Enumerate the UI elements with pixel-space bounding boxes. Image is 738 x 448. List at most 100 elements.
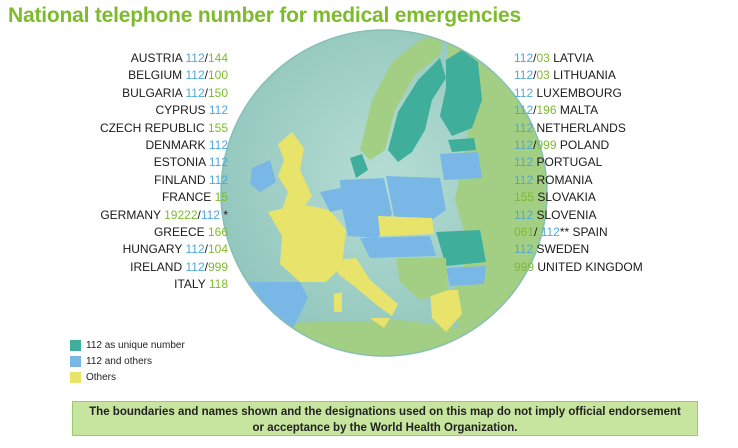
- land-bulgaria: [446, 266, 486, 286]
- number-part: /: [533, 103, 537, 118]
- country-name: AUSTRIA: [130, 51, 183, 65]
- number-part: 999: [514, 259, 535, 274]
- land-balkans: [396, 258, 448, 300]
- number-part: 112: [514, 51, 534, 65]
- emergency-number: 112: [514, 208, 533, 222]
- number-part: *: [219, 207, 228, 222]
- number-part: 144: [207, 51, 228, 65]
- number-part: 999: [536, 138, 557, 152]
- land-sicily: [370, 318, 390, 328]
- number-part: 112: [208, 103, 228, 118]
- country-name: ESTONIA: [153, 155, 206, 170]
- number-part: /: [204, 242, 208, 257]
- country-row: HUNGARY 112/104: [123, 242, 228, 257]
- country-row: 112/196 MALTA: [514, 103, 598, 118]
- number-part: 166: [207, 225, 228, 239]
- country-name: BELGIUM: [128, 68, 183, 83]
- number-part: 112: [514, 155, 534, 170]
- country-row: GREECE 166: [154, 225, 228, 240]
- land-sardinia: [334, 292, 342, 312]
- country-name: BULGARIA: [122, 85, 183, 100]
- number-part: 150: [207, 85, 228, 100]
- land-greece: [430, 290, 462, 332]
- number-part: 112: [514, 85, 534, 100]
- land-benelux: [320, 188, 346, 212]
- land-uk: [278, 132, 312, 212]
- country-name: SPAIN: [572, 225, 608, 239]
- emergency-number: 112: [514, 242, 533, 256]
- land-denmark: [350, 154, 368, 178]
- country-row: ESTONIA 112: [154, 155, 228, 170]
- land-italy: [334, 258, 398, 316]
- number-part: 112: [514, 120, 534, 135]
- emergency-number: 112: [209, 103, 228, 117]
- land-poland: [386, 176, 446, 224]
- legend-item-others: Others: [70, 369, 185, 385]
- country-name: SWEDEN: [536, 242, 590, 257]
- number-part: 112: [514, 138, 534, 152]
- emergency-number: 155: [514, 190, 534, 204]
- number-part: 061: [514, 225, 535, 239]
- country-row: 112 NETHERLANDS: [514, 121, 626, 136]
- legend-swatch: [70, 371, 81, 383]
- country-name: GERMANY: [100, 207, 161, 222]
- country-row: 112/999 POLAND: [514, 138, 609, 153]
- emergency-number: 999: [514, 260, 534, 274]
- emergency-number: 112: [514, 86, 533, 100]
- emergency-number: 118: [209, 277, 228, 291]
- country-name: ROMANIA: [536, 172, 593, 187]
- disclaimer-box: The boundaries and names shown and the d…: [72, 401, 698, 436]
- country-row: AUSTRIA 112/144: [131, 51, 228, 66]
- number-part: 155: [207, 120, 228, 135]
- emergency-number: 112/999: [514, 138, 557, 152]
- emergency-number: 112/196: [514, 103, 557, 117]
- country-name: ITALY: [174, 277, 206, 292]
- country-name: CZECH REPUBLIC: [99, 120, 205, 135]
- country-name: FINLAND: [154, 172, 206, 187]
- country-name: CYPRUS: [155, 103, 206, 118]
- number-part: 155: [514, 190, 535, 205]
- country-name: SLOVENIA: [536, 207, 597, 222]
- country-row: 112 SLOVENIA: [514, 208, 597, 223]
- number-part: 112: [200, 207, 220, 222]
- country-name: GREECE: [153, 225, 205, 239]
- country-name: UNITED KINGDOM: [537, 259, 643, 274]
- country-name: LUXEMBOURG: [536, 85, 622, 100]
- number-part: /: [197, 207, 201, 222]
- number-part: 03: [536, 51, 550, 65]
- country-row: 061/ 112** SPAIN: [514, 225, 608, 240]
- number-part: 112: [185, 259, 205, 274]
- number-part: /: [533, 138, 537, 152]
- country-row: 999 UNITED KINGDOM: [514, 260, 643, 275]
- number-part: 112: [514, 242, 534, 257]
- country-name: POLAND: [559, 138, 610, 152]
- legend-item-and-others: 112 and others: [70, 353, 185, 369]
- number-part: 112: [185, 68, 205, 83]
- country-row: 112 LUXEMBOURG: [514, 86, 622, 101]
- country-row: FRANCE 15: [162, 190, 228, 205]
- country-row: 112 SWEDEN: [514, 242, 589, 257]
- country-row: 112/03 LITHUANIA: [514, 68, 616, 83]
- land-romania: [436, 230, 486, 266]
- country-name: PORTUGAL: [536, 155, 603, 170]
- emergency-number: 112: [514, 155, 533, 169]
- legend-swatch: [70, 355, 81, 367]
- land-austria-hungary: [360, 236, 436, 258]
- country-row: GERMANY 19222/112 *: [100, 208, 228, 223]
- country-name: SLOVAKIA: [537, 190, 596, 205]
- emergency-number: 112: [209, 155, 228, 169]
- number-part: 999: [207, 259, 228, 274]
- emergency-number: 112/03: [514, 51, 550, 65]
- legend-item-unique: 112 as unique number: [70, 337, 185, 353]
- number-part: 112: [208, 138, 228, 152]
- country-name: DENMARK: [145, 138, 206, 152]
- number-part: 19222: [164, 207, 198, 222]
- number-part: **: [559, 225, 573, 239]
- number-part: 112: [514, 207, 534, 222]
- number-part: 118: [208, 277, 228, 292]
- country-row: FINLAND 112: [154, 173, 228, 188]
- country-row: ITALY 118: [174, 277, 228, 292]
- number-part: /: [204, 68, 208, 83]
- map-title: National telephone number for medical em…: [8, 4, 522, 27]
